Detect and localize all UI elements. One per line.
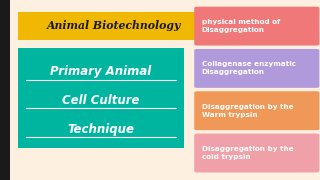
Text: physical method of
Disaggregation: physical method of Disaggregation <box>202 19 280 33</box>
Text: Disaggregation by the
Warm trypsin: Disaggregation by the Warm trypsin <box>202 104 293 118</box>
Text: Primary Animal: Primary Animal <box>50 66 151 78</box>
FancyBboxPatch shape <box>194 91 319 130</box>
FancyBboxPatch shape <box>18 48 184 148</box>
Text: Collagenase enzymatic
Disaggregation: Collagenase enzymatic Disaggregation <box>202 61 296 75</box>
FancyBboxPatch shape <box>194 7 319 46</box>
FancyBboxPatch shape <box>0 0 10 180</box>
Text: Animal Biotechnology: Animal Biotechnology <box>46 20 181 31</box>
Text: Technique: Technique <box>67 123 134 136</box>
FancyBboxPatch shape <box>194 49 319 88</box>
FancyBboxPatch shape <box>194 134 319 172</box>
Text: Disaggregation by the
cold trypsin: Disaggregation by the cold trypsin <box>202 146 293 160</box>
Text: Cell Culture: Cell Culture <box>62 94 140 107</box>
FancyBboxPatch shape <box>18 12 210 40</box>
